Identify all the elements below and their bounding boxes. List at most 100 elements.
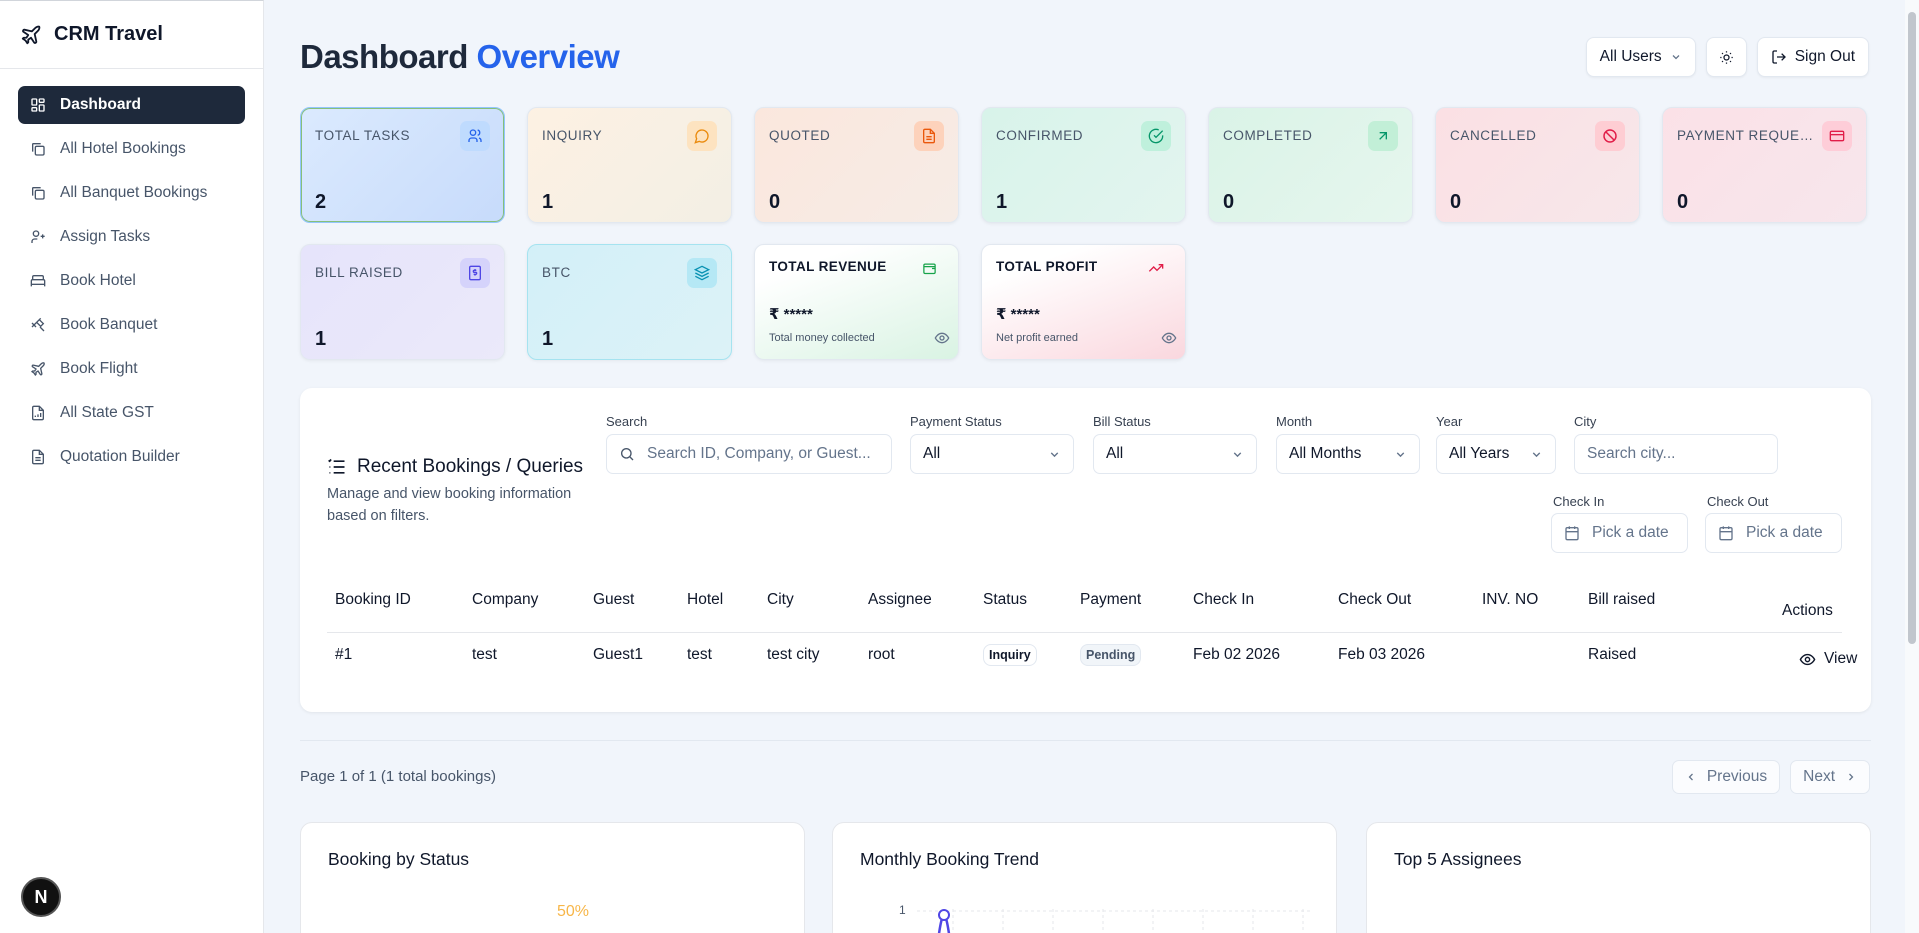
month-select[interactable]: All Months <box>1276 434 1420 474</box>
sidebar-item-all-state-gst[interactable]: All State GST <box>18 394 245 432</box>
payment-status-select[interactable]: All <box>910 434 1074 474</box>
panel-description: Manage and view booking information base… <box>327 486 572 524</box>
page-title-accent: Overview <box>476 38 620 75</box>
column-header[interactable]: Company <box>472 591 539 608</box>
sidebar-item-label: All Banquet Bookings <box>60 184 208 201</box>
column-header[interactable]: Assignee <box>868 591 932 608</box>
stat-card-bill-raised[interactable]: BILL RAISED 1 <box>300 244 505 360</box>
pagination-info: Page 1 of 1 (1 total bookings) <box>300 768 496 785</box>
framework-badge[interactable]: N <box>21 877 61 917</box>
chart-title: Top 5 Assignees <box>1394 849 1522 869</box>
stat-value: 1 <box>542 191 554 213</box>
sidebar-item-label: Book Flight <box>60 360 138 377</box>
table-divider <box>327 632 1842 633</box>
stat-card-btc[interactable]: BTC 1 <box>527 244 732 360</box>
stat-label: TOTAL PROFIT <box>996 259 1098 274</box>
sidebar-item-book-banquet[interactable]: Book Banquet <box>18 306 245 344</box>
column-header[interactable]: Bill raised <box>1588 591 1656 608</box>
eye-icon[interactable] <box>1161 330 1177 351</box>
header-actions: All Users Sign Out <box>1585 37 1869 77</box>
column-header[interactable]: Hotel <box>687 591 724 608</box>
column-header[interactable]: Booking ID <box>335 591 411 608</box>
wallet-icon <box>914 253 944 283</box>
credit-card-icon <box>1822 121 1852 151</box>
sidebar-item-all-banquet-bookings[interactable]: All Banquet Bookings <box>18 174 245 212</box>
column-header[interactable]: Payment <box>1080 591 1142 608</box>
stat-value: 1 <box>315 328 327 350</box>
copy-icon <box>32 187 45 200</box>
calendar-icon <box>1719 526 1733 541</box>
bill-status-select[interactable]: All <box>1093 434 1257 474</box>
sidebar-item-quotation-builder[interactable]: Quotation Builder <box>18 438 245 476</box>
cell-check-in: Feb 02 2026 <box>1193 646 1281 663</box>
trend-arrow-icon <box>1368 121 1398 151</box>
year-select[interactable]: All Years <box>1436 434 1556 474</box>
column-header[interactable]: City <box>767 591 794 608</box>
previous-page-button[interactable]: Previous <box>1671 760 1781 794</box>
payment-status-label: Payment Status <box>910 414 1002 429</box>
sidebar-item-all-hotel-bookings[interactable]: All Hotel Bookings <box>18 130 245 168</box>
stat-card-cancelled[interactable]: CANCELLED 0 <box>1435 107 1640 223</box>
payment-status-value: All <box>923 445 941 462</box>
year-value: All Years <box>1449 445 1510 462</box>
brand[interactable]: CRM Travel <box>0 1 263 69</box>
stat-value: 0 <box>1677 191 1689 213</box>
sidebar: CRM Travel Dashboard All Hotel Bookings … <box>0 0 264 933</box>
view-booking-button[interactable]: View <box>1799 650 1857 668</box>
document-icon <box>32 449 44 465</box>
check-out-date-picker[interactable]: Pick a date <box>1705 513 1842 553</box>
stat-card-quoted[interactable]: QUOTED 0 <box>754 107 959 223</box>
app-name: CRM Travel <box>54 23 163 45</box>
city-label: City <box>1574 414 1597 429</box>
search-input[interactable]: Search ID, Company, or Guest... <box>606 434 892 474</box>
column-header[interactable]: Check In <box>1193 591 1255 608</box>
sun-icon <box>1719 50 1733 64</box>
cell-bill-raised: Raised <box>1588 646 1637 663</box>
stat-label: COMPLETED <box>1223 128 1313 143</box>
check-out-label: Check Out <box>1707 494 1769 509</box>
check-circle-icon <box>1141 121 1171 151</box>
column-header[interactable]: Guest <box>593 591 635 608</box>
column-header[interactable]: INV. NO <box>1482 591 1539 608</box>
search-icon <box>621 448 634 461</box>
sidebar-item-assign-tasks[interactable]: Assign Tasks <box>18 218 245 256</box>
next-label: Next <box>1803 768 1835 785</box>
check-in-date-picker[interactable]: Pick a date <box>1551 513 1688 553</box>
stat-card-total-profit[interactable]: TOTAL PROFIT ₹ ***** Net profit earned <box>981 244 1186 360</box>
calendar-icon <box>1565 526 1579 541</box>
sidebar-item-book-flight[interactable]: Book Flight <box>18 350 245 388</box>
column-header[interactable]: Status <box>983 591 1027 608</box>
sidebar-item-dashboard[interactable]: Dashboard <box>18 86 245 124</box>
eye-icon[interactable] <box>934 330 950 351</box>
stat-value: 2 <box>315 191 327 213</box>
stat-card-confirmed[interactable]: CONFIRMED 1 <box>981 107 1186 223</box>
plane-icon <box>30 362 45 377</box>
page-scrollbar[interactable] <box>1905 0 1919 933</box>
sidebar-nav: Dashboard All Hotel Bookings All Banquet… <box>0 69 263 499</box>
stat-card-completed[interactable]: COMPLETED 0 <box>1208 107 1413 223</box>
trend-point <box>938 909 950 921</box>
cell-check-out: Feb 03 2026 <box>1338 646 1426 663</box>
layers-icon <box>687 258 717 288</box>
cell-city: test city <box>767 646 820 663</box>
y-axis-tick: 1 <box>899 903 906 917</box>
bill-status-label: Bill Status <box>1093 414 1151 429</box>
section-divider <box>300 740 1871 741</box>
trending-up-icon <box>1141 253 1171 283</box>
sidebar-item-book-hotel[interactable]: Book Hotel <box>18 262 245 300</box>
next-page-button[interactable]: Next <box>1790 760 1870 794</box>
stat-label: CANCELLED <box>1450 128 1537 143</box>
user-filter-select[interactable]: All Users <box>1585 37 1696 77</box>
scrollbar-thumb[interactable] <box>1908 12 1916 644</box>
city-input[interactable]: Search city... <box>1574 434 1778 474</box>
stat-card-total-revenue[interactable]: TOTAL REVENUE ₹ ***** Total money collec… <box>754 244 959 360</box>
chevron-down-icon <box>1532 452 1541 458</box>
stat-card-total-tasks[interactable]: TOTAL TASKS 2 <box>300 107 505 223</box>
stat-card-inquiry[interactable]: INQUIRY 1 <box>527 107 732 223</box>
sign-out-button[interactable]: Sign Out <box>1756 37 1869 77</box>
receipt-icon <box>460 258 490 288</box>
theme-toggle-button[interactable] <box>1705 37 1747 77</box>
stat-card-payment-requested[interactable]: PAYMENT REQUESTED 0 <box>1662 107 1867 223</box>
column-header[interactable]: Check Out <box>1338 591 1412 608</box>
stat-label: TOTAL TASKS <box>315 128 411 143</box>
